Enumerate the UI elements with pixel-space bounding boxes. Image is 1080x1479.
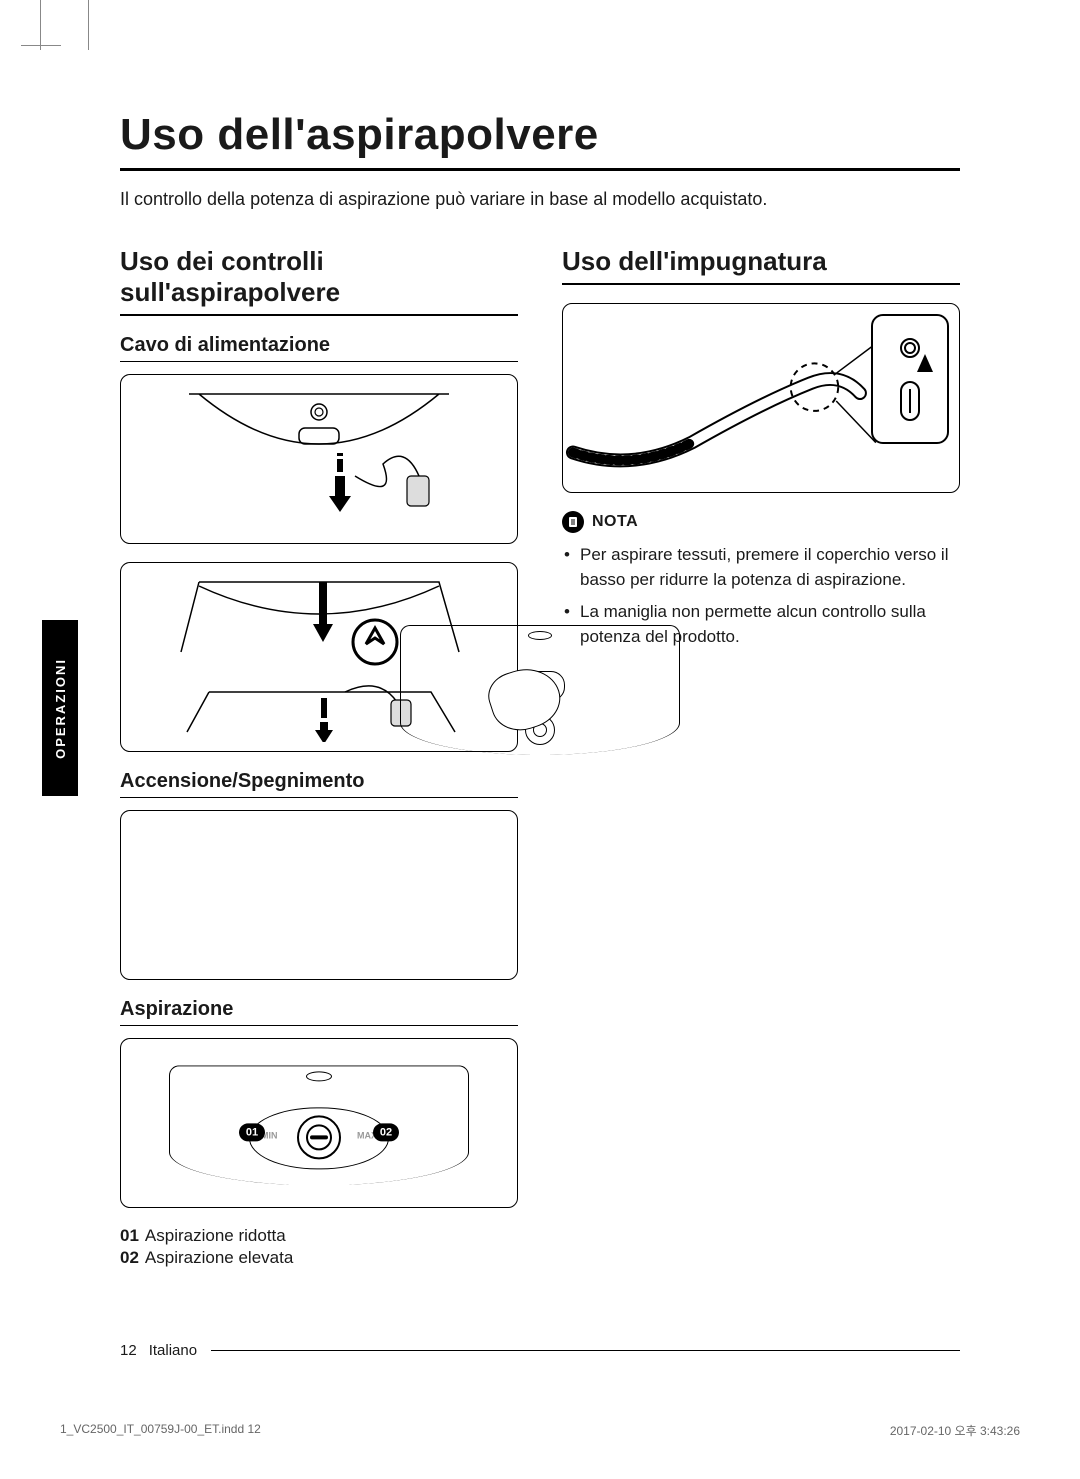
- legend-2-num: 02: [120, 1248, 139, 1267]
- figure-grip: [562, 303, 960, 493]
- intro-text: Il controllo della potenza di aspirazion…: [120, 189, 960, 210]
- two-column-layout: Uso dei controlli sull'aspirapolvere Cav…: [120, 246, 960, 1270]
- legend-2-text: Aspirazione elevata: [145, 1248, 293, 1267]
- footer-rule: [211, 1350, 960, 1351]
- page-number: 12: [120, 1342, 137, 1359]
- legend-1-num: 01: [120, 1226, 139, 1245]
- print-file: 1_VC2500_IT_00759J-00_ET.indd 12: [60, 1422, 261, 1439]
- left-heading-rule: [120, 314, 518, 316]
- note-icon: [562, 511, 584, 533]
- sub3-rule: [120, 1025, 518, 1026]
- right-column: Uso dell'impugnatura: [562, 246, 960, 1270]
- sub1-rule: [120, 361, 518, 362]
- right-heading-rule: [562, 283, 960, 285]
- print-timestamp: 2017-02-10 오후 3:43:26: [890, 1422, 1020, 1439]
- side-tab: OPERAZIONI: [42, 620, 78, 796]
- power-cord-sketch-1-icon: [169, 384, 469, 534]
- dial-badge-02: 02: [373, 1123, 399, 1141]
- legend-1-text: Aspirazione ridotta: [145, 1226, 286, 1245]
- note-label: NOTA: [592, 513, 638, 531]
- figure-on-off: [120, 810, 518, 980]
- figure-suction-dial: MIN MAX 01 02: [120, 1038, 518, 1208]
- slider-icon: [900, 381, 920, 421]
- note-item-2: La maniglia non permette alcun controllo…: [562, 600, 960, 649]
- sub-power-cord: Cavo di alimentazione: [120, 334, 518, 357]
- left-heading: Uso dei controlli sull'aspirapolvere: [120, 246, 518, 308]
- sub-suction: Aspirazione: [120, 998, 518, 1021]
- page-content: Uso dell'aspirapolvere Il controllo dell…: [120, 110, 960, 1270]
- notes-list: Per aspirare tessuti, premere il coperch…: [562, 543, 960, 650]
- print-metadata: 1_VC2500_IT_00759J-00_ET.indd 12 2017-02…: [60, 1422, 1020, 1439]
- legend-row-1: 01 Aspirazione ridotta: [120, 1226, 518, 1246]
- page-language: Italiano: [149, 1342, 197, 1359]
- legend-row-2: 02 Aspirazione elevata: [120, 1248, 518, 1268]
- page-title: Uso dell'aspirapolvere: [120, 110, 960, 160]
- sub-on-off: Accensione/Spegnimento: [120, 770, 518, 793]
- side-tab-label: OPERAZIONI: [53, 658, 68, 759]
- sub2-rule: [120, 797, 518, 798]
- title-rule: [120, 168, 960, 171]
- arrow-up-icon: [917, 354, 933, 372]
- right-heading: Uso dell'impugnatura: [562, 246, 960, 277]
- note-item-1: Per aspirare tessuti, premere il coperch…: [562, 543, 960, 592]
- figure-power-cord-1: [120, 374, 518, 544]
- suction-legend: 01 Aspirazione ridotta 02 Aspirazione elev…: [120, 1226, 518, 1268]
- note-header: NOTA: [562, 511, 960, 533]
- suction-dial-sketch-icon: MIN MAX 01 02: [169, 1065, 469, 1185]
- crop-mark-tl: [40, 0, 90, 50]
- page-footer: 12 Italiano: [120, 1342, 960, 1359]
- grip-callout: [871, 314, 949, 444]
- dial-badge-01: 01: [239, 1123, 265, 1141]
- left-column: Uso dei controlli sull'aspirapolvere Cav…: [120, 246, 518, 1270]
- crop-mark-tr: [88, 0, 89, 50]
